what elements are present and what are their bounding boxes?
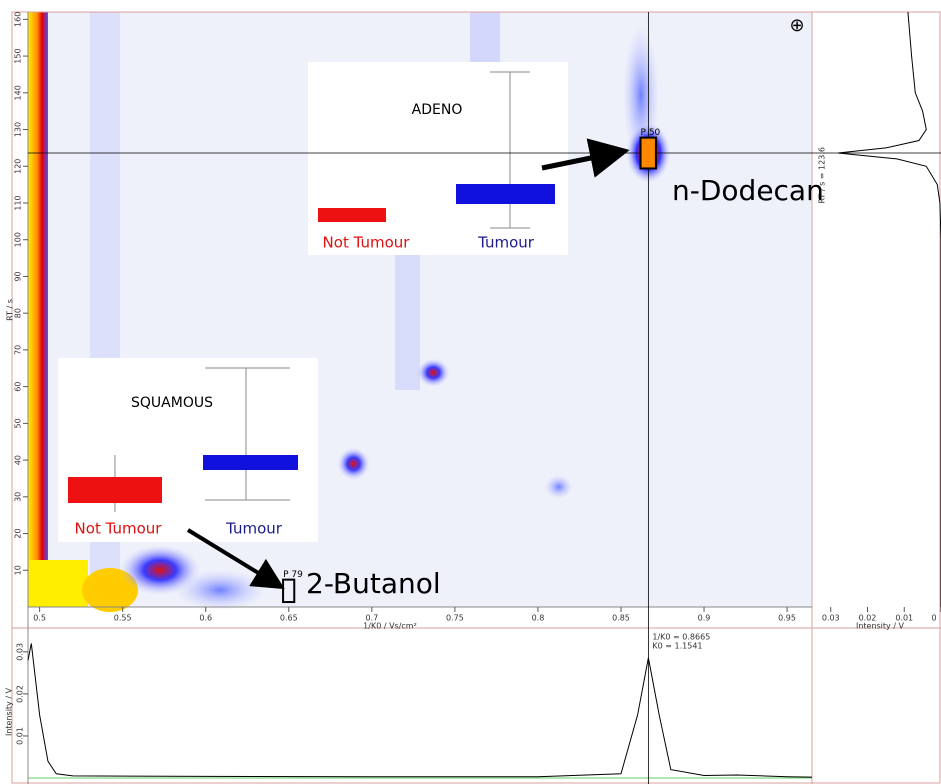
y-tick-label: 0.01 bbox=[16, 727, 25, 745]
y-tick-label: 0.03 bbox=[16, 643, 25, 661]
screen: ⊕ 0.50.550.60.650.70.750.80.850.90.95102… bbox=[0, 0, 941, 784]
spot bbox=[417, 359, 449, 387]
group-label: Not Tumour bbox=[75, 520, 163, 538]
blob bbox=[175, 570, 265, 610]
x-tick-label: 0.55 bbox=[114, 614, 132, 623]
y-tick-label: 90 bbox=[14, 271, 23, 281]
box bbox=[456, 184, 555, 204]
compound-label: n-Dodecan bbox=[672, 174, 824, 207]
y-tick-label: 80 bbox=[14, 308, 23, 318]
inset-title: SQUAMOUS bbox=[131, 395, 213, 411]
box bbox=[318, 208, 386, 222]
x-tick-label: 0.75 bbox=[446, 614, 464, 623]
y-tick-label: 160 bbox=[14, 12, 23, 27]
spot bbox=[545, 475, 573, 499]
group-label: Tumour bbox=[477, 234, 535, 252]
y-axis-label: RT / s bbox=[6, 299, 15, 321]
y-tick-label: 20 bbox=[14, 528, 23, 538]
cursor-label: K0 = 1.1541 bbox=[652, 642, 702, 651]
x-axis-label: Intensity / V bbox=[856, 622, 905, 631]
y-tick-label: 110 bbox=[14, 195, 23, 210]
peak-label: P 50 bbox=[641, 128, 661, 138]
x-axis-label: 1/K0 / Vs/cm² bbox=[363, 622, 417, 631]
x-tick-label: 0.9 bbox=[698, 614, 711, 623]
inset-title: ADENO bbox=[412, 102, 463, 118]
y-tick-label: 30 bbox=[14, 492, 23, 502]
inset bbox=[58, 358, 318, 542]
x-tick-label: 0.03 bbox=[822, 614, 840, 623]
inset bbox=[308, 62, 568, 255]
box bbox=[68, 477, 162, 503]
y-tick-label: 140 bbox=[14, 85, 23, 100]
group-label: Not Tumour bbox=[323, 234, 411, 252]
y-tick-label: 40 bbox=[14, 455, 23, 465]
profile-line bbox=[838, 12, 941, 607]
y-tick-label: 60 bbox=[14, 382, 23, 392]
y-tick-label: 10 bbox=[14, 565, 23, 575]
spectrum-line bbox=[28, 643, 812, 777]
x-tick-label: 0.85 bbox=[612, 614, 630, 623]
reactant-band bbox=[28, 12, 48, 607]
compound-label: 2-Butanol bbox=[306, 567, 441, 600]
y-tick-label: 70 bbox=[14, 345, 23, 355]
cursor-label: 1/K0 = 0.8665 bbox=[652, 633, 710, 642]
x-tick-label: 0.8 bbox=[532, 614, 545, 623]
y-tick-label: 50 bbox=[14, 418, 23, 428]
x-tick-label: 0.65 bbox=[280, 614, 298, 623]
x-tick-label: 0.95 bbox=[778, 614, 796, 623]
y-tick-label: 130 bbox=[14, 122, 23, 137]
x-tick-label: 0 bbox=[931, 614, 936, 623]
peak-label: P 79 bbox=[283, 570, 303, 580]
peak-box bbox=[641, 138, 656, 169]
zoom-icon[interactable]: ⊕ bbox=[789, 15, 804, 36]
y-tick-label: 0.02 bbox=[16, 685, 25, 703]
box bbox=[203, 455, 298, 470]
x-tick-label: 0.6 bbox=[199, 614, 212, 623]
spot bbox=[338, 448, 370, 480]
x-tick-label: 0.5 bbox=[33, 614, 46, 623]
y-tick-label: 120 bbox=[14, 159, 23, 174]
y-tick-label: 150 bbox=[14, 48, 23, 63]
reactant-band bbox=[28, 560, 88, 607]
y-axis-label: Intensity / V bbox=[5, 687, 14, 736]
y-tick-label: 100 bbox=[14, 232, 23, 247]
group-label: Tumour bbox=[225, 520, 283, 538]
